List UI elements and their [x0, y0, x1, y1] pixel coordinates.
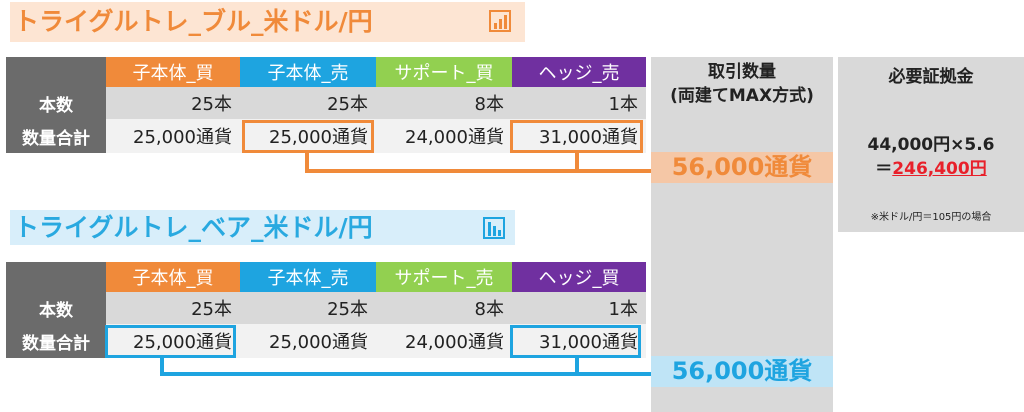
- margin-panel-title: 必要証拠金: [888, 67, 974, 87]
- bar-chart-falling-icon: [482, 216, 506, 240]
- bull-row2-col3: 24,000通貨: [376, 119, 512, 153]
- bull-connector-bottom: [305, 169, 651, 173]
- bear-total: 56,000通貨: [651, 356, 833, 387]
- bear-total-text: 56,000通貨: [671, 357, 813, 385]
- margin-formula: 44,000円×5.6: [867, 135, 995, 155]
- bear-row2-col3: 24,000通貨: [376, 324, 512, 358]
- bear-table-corner: [6, 262, 106, 292]
- bull-highlight-col2: [242, 120, 374, 153]
- margin-equals: ＝: [875, 159, 893, 179]
- bull-total: 56,000通貨: [651, 152, 833, 183]
- bear-row1-col4: 1本: [512, 292, 646, 324]
- bull-highlight-col4: [510, 120, 643, 153]
- bull-row1-col2: 25本: [240, 87, 376, 119]
- bear-highlight-col4: [510, 325, 641, 358]
- bull-header-col1: 子本体_買: [106, 57, 240, 87]
- bull-title: トライグルトレ_ブル_米ドル/円: [10, 2, 525, 42]
- bull-row2-col2: 25,000通貨: [240, 119, 376, 153]
- bull-header-col3: サポート_買: [376, 57, 512, 87]
- bear-connector-left: [160, 358, 164, 376]
- bear-connector-bottom: [160, 372, 651, 376]
- bear-title-text: トライグルトレ_ベア_米ドル/円: [14, 213, 373, 242]
- bear-connector-right: [575, 358, 579, 376]
- bear-header-col4: ヘッジ_買: [512, 262, 646, 292]
- bull-row1-col1: 25本: [106, 87, 240, 119]
- bull-header-col2: 子本体_売: [240, 57, 376, 87]
- bear-row2-col1: 25,000通貨: [106, 324, 240, 358]
- bear-title: トライグルトレ_ベア_米ドル/円: [10, 210, 515, 245]
- bar-chart-rising-icon: [488, 9, 512, 33]
- bear-row1-col2: 25本: [240, 292, 376, 324]
- bear-row1-label: 本数: [6, 292, 106, 324]
- bull-row1-col4: 1本: [512, 87, 646, 119]
- bear-highlight-col1: [105, 325, 236, 358]
- bull-row1-col3: 8本: [376, 87, 512, 119]
- bull-header-col4: ヘッジ_売: [512, 57, 646, 87]
- bull-connector-left: [305, 153, 309, 172]
- bear-header-col1: 子本体_買: [106, 262, 240, 292]
- bull-title-text: トライグルトレ_ブル_米ドル/円: [14, 7, 373, 36]
- bull-row2-col4: 31,000通貨: [512, 119, 646, 153]
- bear-row1-col3: 8本: [376, 292, 512, 324]
- bull-row2-col1: 25,000通貨: [106, 119, 240, 153]
- quantity-panel-title: 取引数量 (両建てMAX方式): [651, 60, 833, 108]
- bear-header-col3: サポート_売: [376, 262, 512, 292]
- bull-table-corner: [6, 57, 106, 87]
- margin-panel: [838, 57, 1024, 232]
- margin-result: 246,400円: [892, 159, 987, 179]
- margin-result-line: ＝246,400円: [838, 154, 1024, 179]
- margin-note: ※米ドル/円＝105円の場合: [870, 212, 992, 223]
- bear-row2-label: 数量合計: [6, 324, 106, 358]
- bear-row2-col2: 25,000通貨: [240, 324, 376, 358]
- bear-row1-col1: 25本: [106, 292, 240, 324]
- quantity-panel-line1: 取引数量: [708, 62, 776, 82]
- bull-connector-right: [575, 153, 579, 172]
- bull-row2-label: 数量合計: [6, 119, 106, 153]
- bear-row2-col4: 31,000通貨: [512, 324, 646, 358]
- quantity-panel-line2: (両建てMAX方式): [670, 86, 814, 106]
- bull-row1-label: 本数: [6, 87, 106, 119]
- bull-total-text: 56,000通貨: [671, 153, 813, 181]
- quantity-panel: [651, 57, 833, 412]
- bear-header-col2: 子本体_売: [240, 262, 376, 292]
